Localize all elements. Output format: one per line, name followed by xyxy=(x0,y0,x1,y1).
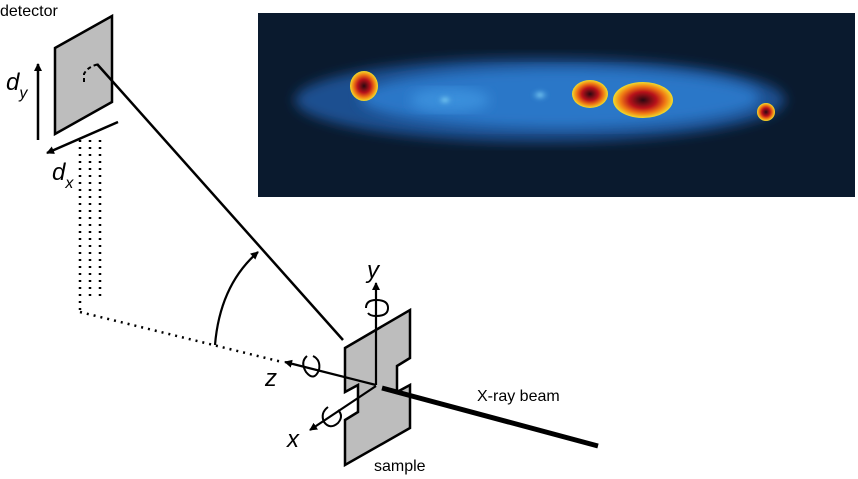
xray-beam-label: X-ray beam xyxy=(477,388,560,405)
dx-arrow xyxy=(46,120,119,155)
z-axis-label: z xyxy=(264,365,277,392)
y-axis-label: y xyxy=(365,257,381,284)
z-rotation-icon xyxy=(302,355,321,378)
x-axis-arrow xyxy=(309,385,377,431)
diffraction-spot xyxy=(350,71,378,101)
scattering-angle-arc xyxy=(213,251,259,346)
diffracted-beam xyxy=(96,63,344,341)
dy-label: dy xyxy=(6,69,28,102)
z-axis-arrow xyxy=(284,359,377,387)
dx-label: dx xyxy=(52,159,74,192)
diffraction-spot xyxy=(572,80,608,108)
projection-lines xyxy=(78,140,283,364)
sample-label: sample xyxy=(374,458,426,475)
diffraction-spot xyxy=(613,82,673,118)
detector-label: detector xyxy=(0,3,58,20)
diffraction-spot xyxy=(757,103,775,121)
x-rotation-icon xyxy=(321,406,342,428)
sample xyxy=(343,307,412,468)
y-rotation-icon xyxy=(365,298,390,318)
diffraction-image xyxy=(258,13,855,197)
x-axis-label: x xyxy=(286,426,300,453)
detector-panel xyxy=(53,13,114,137)
xray-beam xyxy=(381,385,599,449)
